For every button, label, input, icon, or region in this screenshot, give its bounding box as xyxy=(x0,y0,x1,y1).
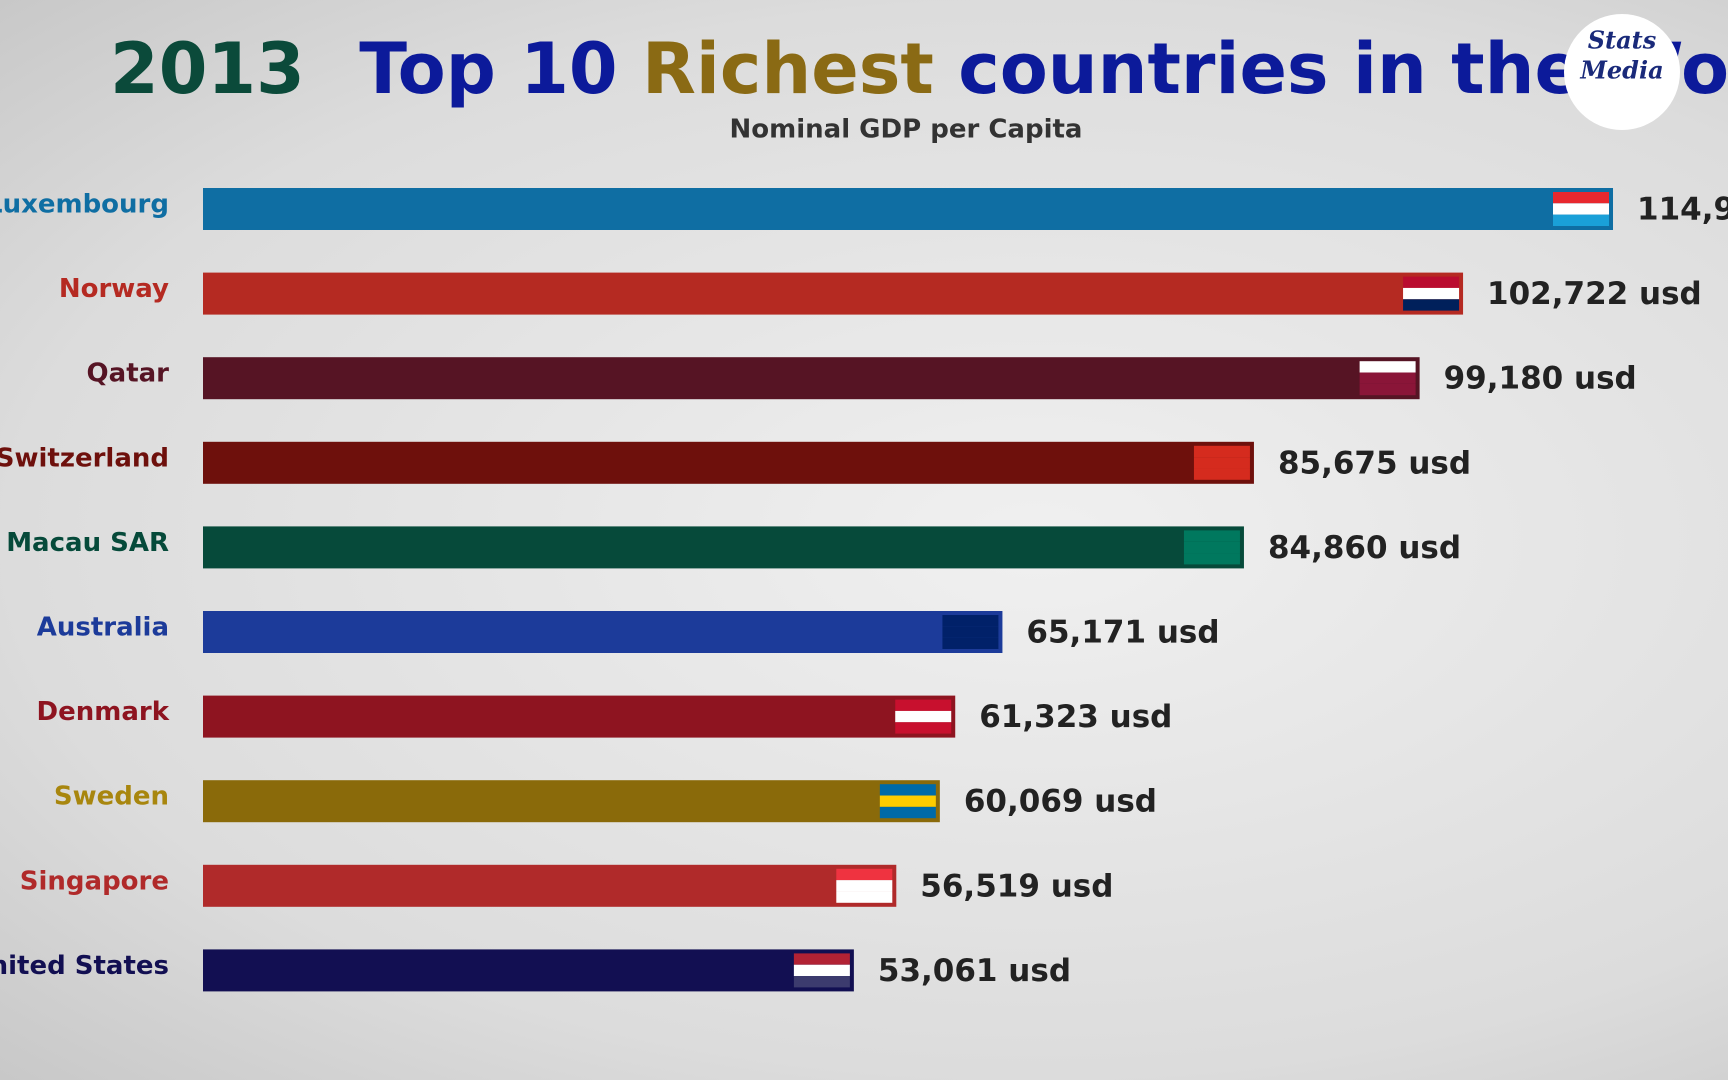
flag xyxy=(793,976,850,988)
flag xyxy=(1403,287,1460,300)
flag xyxy=(1359,372,1416,384)
value-label: 102,722 usd xyxy=(1487,276,1702,312)
flag xyxy=(1553,192,1610,204)
flag xyxy=(1403,299,1460,311)
bar xyxy=(203,441,1254,484)
flag xyxy=(793,953,850,965)
flag xyxy=(1183,553,1240,565)
flag xyxy=(793,964,850,977)
flag xyxy=(1183,541,1240,554)
flag xyxy=(1183,530,1240,542)
value-label: 61,323 usd xyxy=(979,699,1172,735)
value-label: 84,860 usd xyxy=(1268,530,1461,566)
title-pre: Top 10 xyxy=(359,28,617,110)
flag xyxy=(836,891,893,903)
flag xyxy=(1553,203,1610,215)
logo-text: Media xyxy=(1579,56,1663,85)
logo-badge xyxy=(1564,14,1680,130)
flag xyxy=(836,868,893,881)
flag xyxy=(942,626,999,638)
y-tick-label: Denmark xyxy=(37,697,170,727)
flag xyxy=(1193,445,1250,458)
flag xyxy=(1403,276,1460,288)
y-tick-label: Switzerland xyxy=(0,443,169,473)
value-label: 53,061 usd xyxy=(878,953,1071,989)
flag xyxy=(879,806,936,819)
flag xyxy=(895,699,952,711)
flag xyxy=(942,637,999,649)
y-tick-label: Norway xyxy=(59,274,169,304)
flag xyxy=(1193,468,1250,480)
flag xyxy=(942,615,999,627)
y-tick-label: Singapore xyxy=(20,866,169,896)
value-label: 114,946 usd xyxy=(1637,192,1728,228)
bar xyxy=(203,864,897,907)
value-label: 60,069 usd xyxy=(964,784,1157,820)
title-highlight: Richest xyxy=(642,28,934,110)
y-tick-label: Sweden xyxy=(54,782,169,812)
flag xyxy=(895,710,952,723)
year: 2013 xyxy=(110,28,305,110)
flag xyxy=(879,795,936,807)
flag xyxy=(879,784,936,796)
bar xyxy=(203,780,940,823)
flag xyxy=(895,722,952,734)
bar xyxy=(203,695,956,738)
bar xyxy=(203,188,1614,230)
flag xyxy=(1193,457,1250,469)
value-label: 99,180 usd xyxy=(1444,361,1637,397)
subtitle: Nominal GDP per Capita xyxy=(730,115,1083,145)
y-tick-label: United States xyxy=(0,951,169,981)
flag xyxy=(1359,383,1416,396)
logo-text: Stats xyxy=(1588,26,1657,55)
bar xyxy=(203,949,854,992)
flag xyxy=(1359,361,1416,373)
y-tick-label: Qatar xyxy=(87,359,170,389)
value-label: 56,519 usd xyxy=(920,868,1113,904)
value-label: 65,171 usd xyxy=(1026,615,1219,651)
y-tick-label: Luxembourg xyxy=(0,190,169,220)
value-label: 85,675 usd xyxy=(1278,445,1471,481)
flag xyxy=(836,880,893,892)
flag xyxy=(1553,214,1610,226)
y-tick-label: Macau SAR xyxy=(6,528,169,558)
bar xyxy=(203,357,1420,400)
bar xyxy=(203,611,1003,653)
y-tick-label: Australia xyxy=(37,613,169,643)
bar xyxy=(203,272,1464,315)
chart-title: 2013 Top 10 Richest countries in the Wor… xyxy=(110,28,1728,110)
bar xyxy=(203,526,1244,569)
